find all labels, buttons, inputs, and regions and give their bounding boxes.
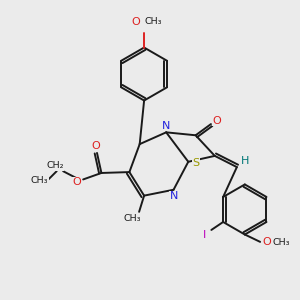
Text: CH₃: CH₃ bbox=[31, 176, 48, 185]
Text: O: O bbox=[72, 177, 81, 188]
Text: N: N bbox=[170, 191, 178, 201]
Text: CH₃: CH₃ bbox=[144, 17, 162, 26]
Text: I: I bbox=[203, 230, 206, 240]
Text: N: N bbox=[162, 121, 170, 131]
Text: O: O bbox=[91, 142, 100, 152]
Text: H: H bbox=[241, 156, 249, 166]
Text: O: O bbox=[131, 16, 140, 27]
Text: CH₃: CH₃ bbox=[273, 238, 290, 247]
Text: O: O bbox=[262, 237, 271, 247]
Text: O: O bbox=[212, 116, 221, 126]
Text: CH₃: CH₃ bbox=[124, 214, 141, 223]
Text: S: S bbox=[192, 158, 199, 168]
Text: CH₂: CH₂ bbox=[46, 161, 64, 170]
